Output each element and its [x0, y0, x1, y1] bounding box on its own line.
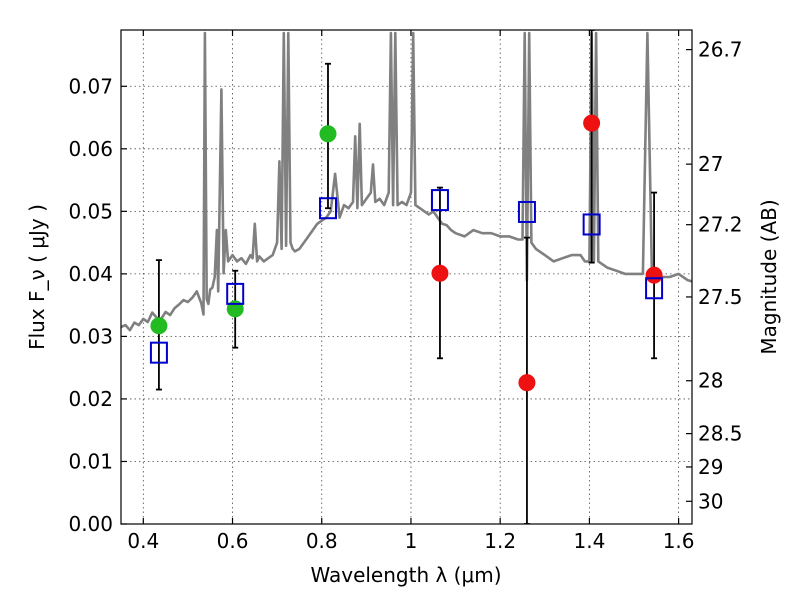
y-right-tick-label: 27.2	[698, 213, 743, 237]
y-tick-label: 0.05	[68, 199, 113, 223]
y-tick-label: 0.03	[68, 324, 113, 348]
data-point-1-1	[518, 374, 536, 392]
x-tick-label: 1.2	[484, 529, 516, 553]
axis-ticks: 0.4 0.6 0.8 1 1.2 1.4 1.6 0.00 0.01 0.02 0.03 0.04 0…	[68, 30, 743, 553]
y-axis-label: Flux F_ν ( μJy )	[25, 204, 49, 350]
y-right-tick-label: 29	[698, 455, 723, 479]
x-tick-label: 1.6	[663, 529, 695, 553]
model-square-4	[517, 200, 536, 223]
x-tick-label: 0.6	[217, 529, 249, 553]
y-right-tick-label: 28	[698, 369, 723, 393]
x-axis-label: Wavelength λ (μm)	[310, 563, 501, 587]
y-tick-label: 0.06	[68, 137, 113, 161]
y-tick-label: 0.00	[68, 512, 113, 536]
y-right-tick-label: 26.7	[698, 38, 743, 62]
y-axis-label-right: Magnitude (AB)	[757, 199, 781, 354]
y-tick-label: 0.07	[68, 74, 113, 98]
model-square-3	[430, 189, 449, 212]
model-square-1	[226, 282, 245, 305]
x-tick-label: 1.4	[573, 529, 605, 553]
y-tick-label: 0.01	[68, 449, 113, 473]
data-point-0-2	[319, 125, 337, 143]
data-point-1-3	[645, 266, 663, 284]
model-square-5	[582, 213, 601, 236]
y-right-tick-label: 30	[698, 489, 723, 513]
data-point-0-1	[226, 300, 244, 318]
model-square-6	[645, 277, 664, 300]
model-spectrum-line	[121, 31, 692, 332]
data-points	[149, 30, 664, 524]
x-tick-label: 1	[405, 529, 418, 553]
y-right-tick-label: 27	[698, 152, 723, 176]
data-point-0-0	[150, 317, 168, 335]
data-point-1-2	[583, 114, 601, 132]
y-tick-label: 0.02	[68, 387, 113, 411]
data-point-1-0	[431, 264, 449, 282]
axes-frame	[120, 29, 693, 525]
plot-area	[121, 30, 692, 524]
y-right-tick-label: 27.5	[698, 285, 743, 309]
model-square-0	[149, 341, 168, 364]
y-right-tick-label: 28.5	[698, 422, 743, 446]
model-square-2	[318, 197, 337, 220]
x-tick-label: 0.8	[306, 529, 338, 553]
y-tick-label: 0.04	[68, 262, 113, 286]
x-tick-label: 0.4	[127, 529, 159, 553]
